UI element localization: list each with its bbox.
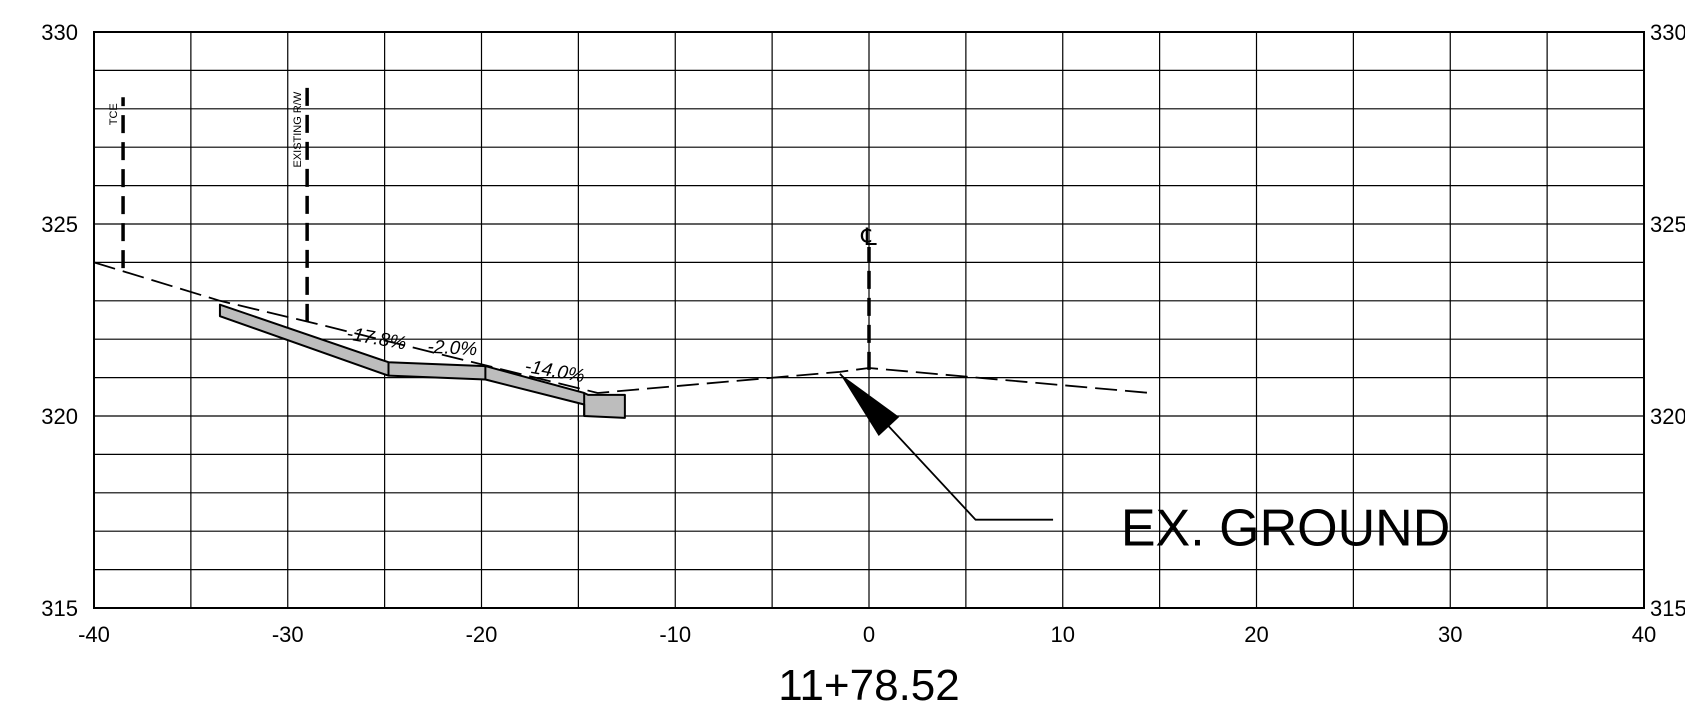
marker-label: TCE	[108, 103, 120, 125]
section-polygon	[220, 305, 625, 418]
ex-ground-callout: EX. GROUND	[840, 374, 1450, 558]
y-tick-label-right: 315	[1650, 596, 1685, 621]
x-tick-label: -40	[78, 622, 110, 647]
y-tick-label-right: 330	[1650, 20, 1685, 45]
station-label: 11+78.52	[778, 661, 959, 710]
marker-label: EXISTING R/W	[292, 91, 304, 167]
y-tick-label-left: 325	[41, 212, 78, 237]
y-tick-label-right: 320	[1650, 404, 1685, 429]
callout-leader	[840, 374, 1053, 520]
slope-label: -2.0%	[427, 337, 478, 361]
x-tick-label: -10	[659, 622, 691, 647]
y-tick-label-right: 325	[1650, 212, 1685, 237]
y-tick-label-left: 320	[41, 404, 78, 429]
centerline-symbol: ℄	[860, 224, 877, 251]
vertical-markers: TCE EXISTING R/W ℄	[108, 86, 877, 370]
x-tick-label: 20	[1244, 622, 1268, 647]
x-tick-label: -20	[466, 622, 498, 647]
x-tick-label: 40	[1632, 622, 1656, 647]
x-tick-label: 0	[863, 622, 875, 647]
x-tick-label: 30	[1438, 622, 1462, 647]
x-tick-label: -30	[272, 622, 304, 647]
y-tick-label-left: 330	[41, 20, 78, 45]
y-tick-label-left: 315	[41, 596, 78, 621]
x-tick-label: 10	[1051, 622, 1075, 647]
proposed-section	[220, 305, 625, 418]
callout-label: EX. GROUND	[1121, 499, 1450, 557]
